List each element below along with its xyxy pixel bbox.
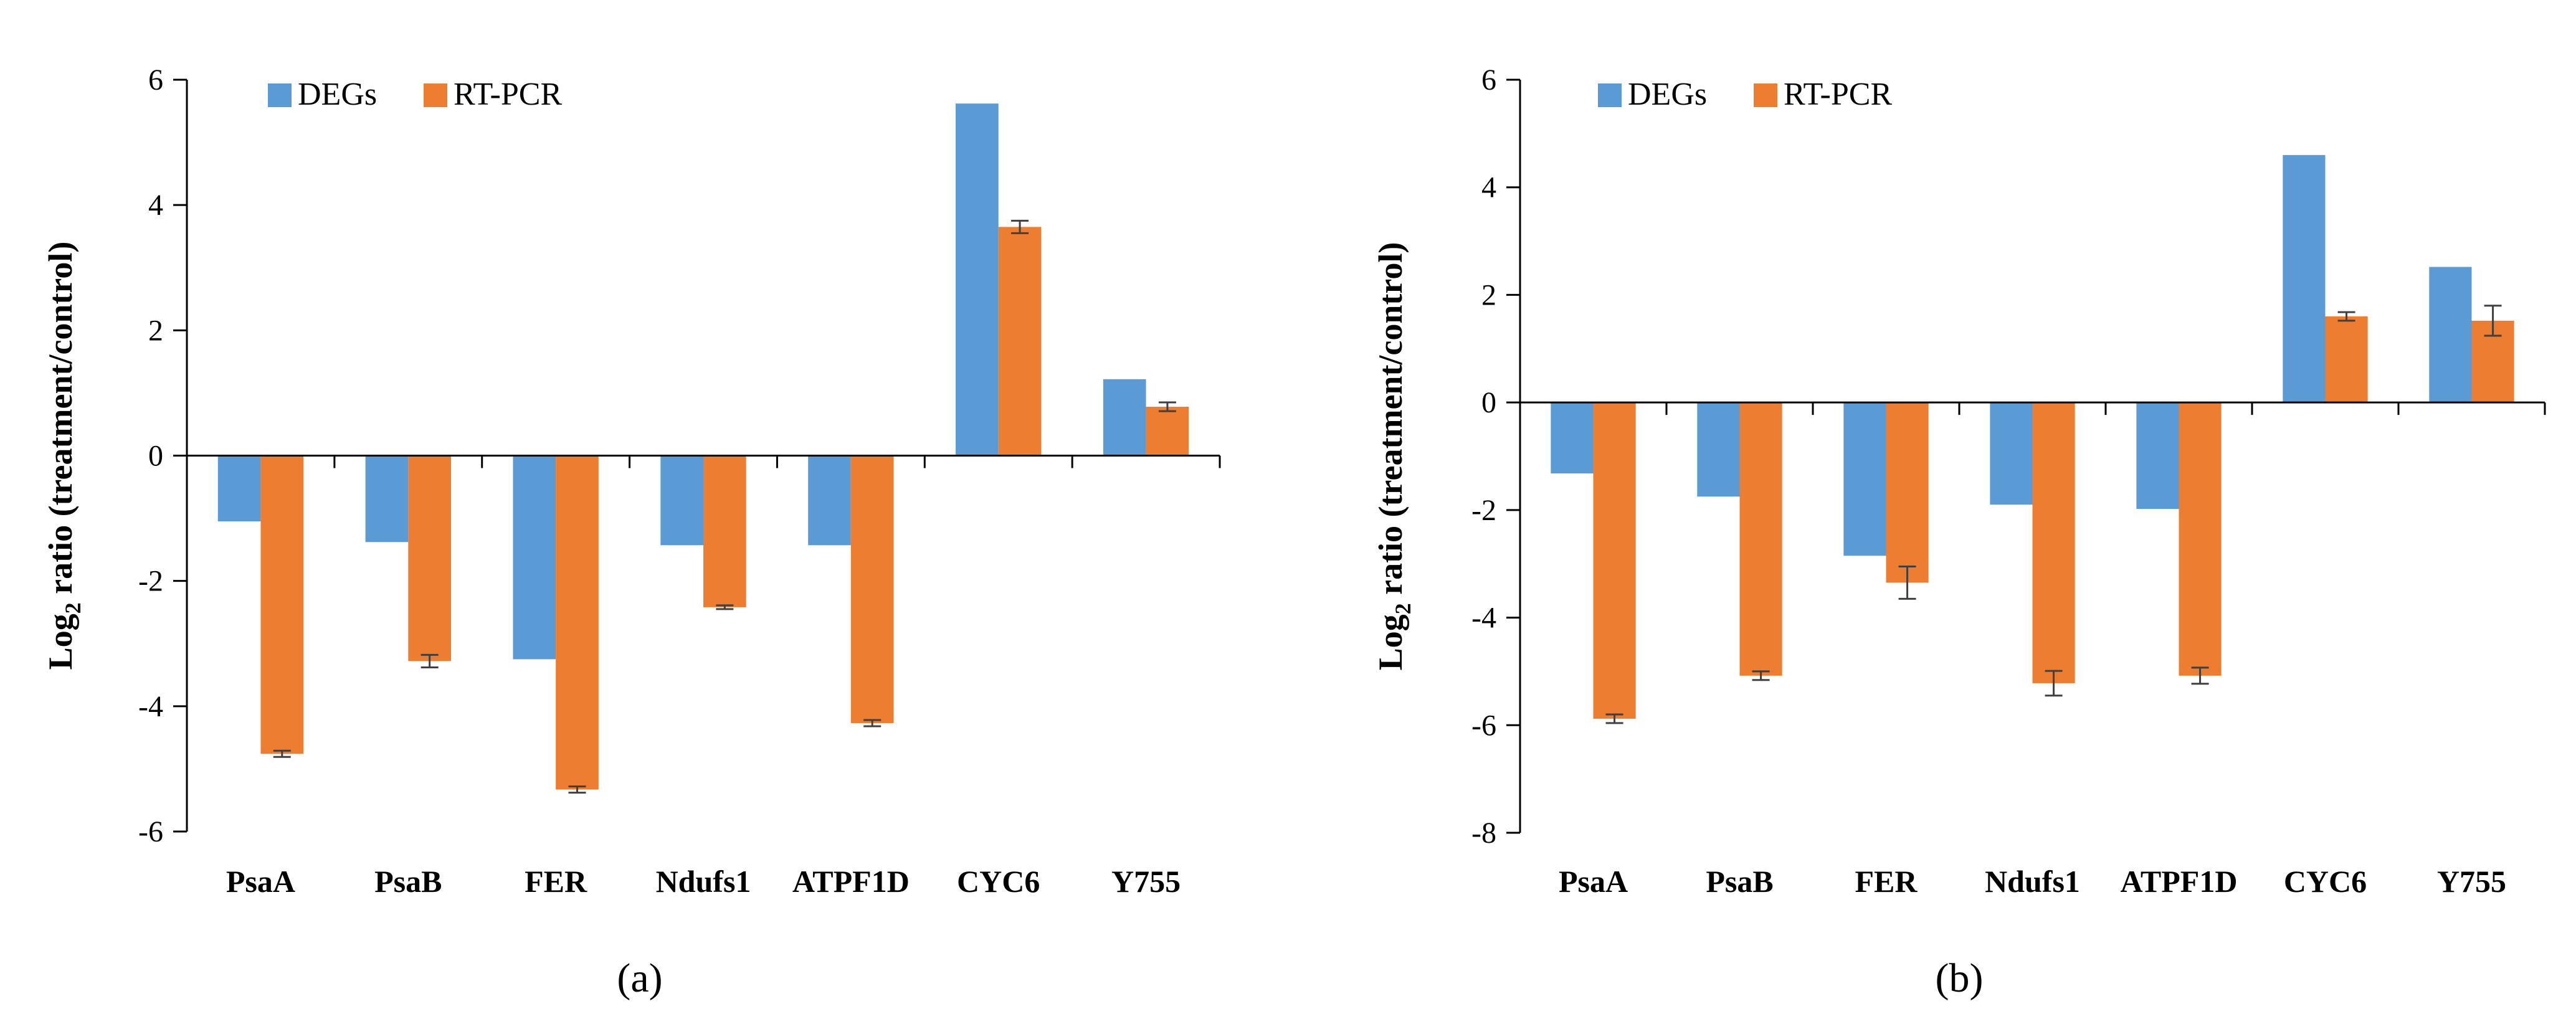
bar-degs-ndufs1 <box>660 455 703 546</box>
legend: DEGs RT-PCR <box>268 77 562 112</box>
bar-rtpcr-fer <box>1886 402 1929 583</box>
category-label: PsaB <box>374 864 442 899</box>
y-axis-label: Log2 ratio (treatment/control) <box>42 242 85 670</box>
category-label: PsaB <box>1706 864 1773 899</box>
legend-swatch <box>424 83 447 107</box>
y-tick-label: 6 <box>148 64 163 97</box>
legend-swatch <box>1598 83 1622 107</box>
category-label: CYC6 <box>2284 864 2367 899</box>
bar-degs-psab <box>365 455 409 543</box>
bar-rtpcr-psaa <box>260 455 304 754</box>
error-bar-cyc6 <box>2337 311 2355 322</box>
legend: DEGs RT-PCR <box>1598 77 1892 112</box>
y-tick-label: 0 <box>1481 386 1496 419</box>
category-label: Y755 <box>2437 864 2506 899</box>
y-tick-label: 2 <box>148 314 163 347</box>
y-tick-label: -4 <box>1471 602 1496 635</box>
legend-label: DEGs <box>1628 77 1707 112</box>
y-tick-label: -4 <box>138 690 163 723</box>
error-bar-y755 <box>2484 305 2502 337</box>
error-bar-y755 <box>1158 401 1176 412</box>
category-label: Y755 <box>1111 864 1181 899</box>
bar-degs-atpf1d <box>808 455 851 546</box>
error-bar-fer <box>568 785 586 794</box>
bar-rtpcr-psab <box>1739 402 1782 676</box>
bar-rtpcr-cyc6 <box>2325 316 2368 403</box>
bar-rtpcr-atpf1d <box>850 455 894 723</box>
y-tick-label: 0 <box>148 440 163 473</box>
bar-degs-atpf1d <box>2136 402 2179 510</box>
bar-degs-y755 <box>2429 267 2472 403</box>
category-label: PsaA <box>1559 864 1628 899</box>
bar-degs-psab <box>1697 402 1740 497</box>
bar-degs-psaa <box>217 455 261 522</box>
bar-rtpcr-atpf1d <box>2179 402 2222 676</box>
bar-degs-y755 <box>1103 379 1146 456</box>
category-label: Ndufs1 <box>656 864 751 899</box>
bar-degs-fer <box>1843 402 1886 556</box>
category-label: FER <box>1855 864 1918 899</box>
bar-rtpcr-psab <box>408 455 451 661</box>
y-tick-label: -2 <box>1471 494 1496 527</box>
y-tick-label: -2 <box>138 565 163 598</box>
error-bar-atpf1d <box>863 719 882 728</box>
error-bar-fer <box>1898 566 1916 600</box>
error-bar-psaa <box>273 749 291 758</box>
bar-rtpcr-ndufs1 <box>703 455 746 607</box>
legend-label: RT-PCR <box>1784 77 1892 112</box>
error-bar-psab <box>421 653 439 668</box>
legend-label: RT-PCR <box>454 77 562 112</box>
y-axis-label: Log2 ratio (treatment/control) <box>1372 242 1415 671</box>
category-label: FER <box>525 864 587 899</box>
bar-degs-cyc6 <box>956 103 999 456</box>
bar-rtpcr-y755 <box>1146 407 1189 456</box>
y-tick-label: 4 <box>148 189 163 222</box>
y-tick-label: 4 <box>1481 171 1496 204</box>
y-tick-label: 2 <box>1481 278 1496 311</box>
error-bar-psaa <box>1605 713 1623 724</box>
y-tick-label: 6 <box>1481 64 1496 97</box>
category-label: ATPF1D <box>2121 864 2238 899</box>
error-bar-psab <box>1752 670 1770 681</box>
bar-rtpcr-cyc6 <box>998 227 1042 456</box>
category-label: ATPF1D <box>792 864 910 899</box>
bar-rtpcr-fer <box>556 455 599 790</box>
y-tick-label: -6 <box>1471 709 1496 742</box>
bar-rtpcr-psaa <box>1593 402 1636 719</box>
bar-degs-fer <box>513 455 556 660</box>
error-bar-ndufs1 <box>716 604 734 610</box>
chart-panel-a: 6 4 2 0 -2 -4 -6 PsaA PsaB FER Ndufs1 ATPF1D CYC6 Y75… <box>42 64 1221 1001</box>
chart-panel-b: 6 4 2 0 -2 -4 -6 -8 PsaA PsaB FER Ndufs1 ATPF1D CYC6 Y… <box>1372 64 2546 1001</box>
y-tick-label: -8 <box>1471 817 1496 850</box>
panel-label: (a) <box>617 955 662 1001</box>
bar-rtpcr-ndufs1 <box>2032 402 2075 683</box>
legend-label: DEGs <box>298 77 377 112</box>
bar-degs-cyc6 <box>2283 154 2326 403</box>
legend-swatch <box>1754 83 1777 107</box>
error-bar-ndufs1 <box>2045 670 2063 697</box>
category-label: CYC6 <box>957 864 1040 899</box>
panel-label: (b) <box>1936 955 1984 1001</box>
bar-degs-ndufs1 <box>1990 402 2033 505</box>
error-bar-cyc6 <box>1011 219 1029 234</box>
category-label: Ndufs1 <box>1985 864 2080 899</box>
legend-swatch <box>268 83 292 107</box>
category-label: PsaA <box>226 864 295 899</box>
y-tick-label: -6 <box>138 815 163 848</box>
bar-degs-psaa <box>1551 402 1594 474</box>
error-bar-atpf1d <box>2191 666 2209 685</box>
